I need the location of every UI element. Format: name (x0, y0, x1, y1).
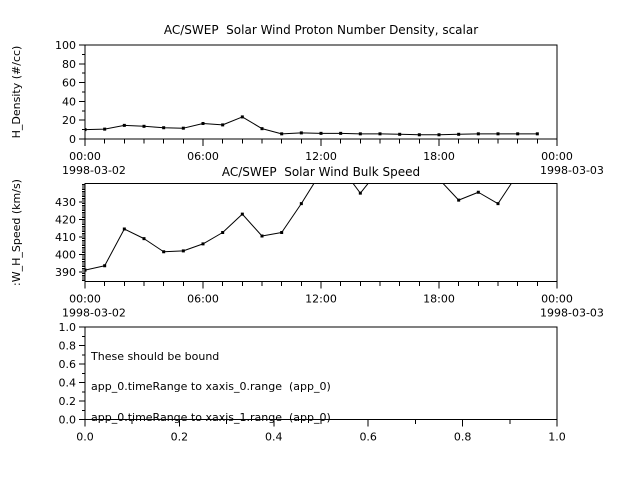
panel1-data-point (280, 132, 284, 136)
panel1-data-point (437, 133, 441, 137)
panel1-data-point (339, 131, 343, 135)
panel3-y-tick-label: 0.0 (59, 414, 77, 427)
panel1-y-axis-label: H_Density (#/cc) (10, 46, 23, 139)
panel2-data-point (457, 198, 461, 202)
panel1-x-tick-label: 12:00 (305, 150, 337, 163)
panel2-data-series (85, 183, 512, 272)
panel1-x-tick-label: 00:00 (541, 150, 573, 163)
binding-annotation-line3: app_0.timeRange to xaxis_1.range (app_0) (91, 411, 331, 425)
panel2-data-point (280, 231, 284, 234)
panel1-y-tick-label: 80 (62, 58, 76, 71)
panel1-data-point (319, 131, 323, 135)
panel1-data-point (260, 127, 264, 131)
panel2-data-point (496, 202, 500, 206)
panel1-data-line (85, 116, 538, 136)
panel1-title: AC/SWEP Solar Wind Proton Number Density… (163, 23, 479, 37)
panel1-data-point (122, 123, 126, 127)
panel1-data-point (398, 132, 402, 136)
panel2-data-point (142, 237, 146, 241)
panel2-data-point (299, 202, 303, 206)
panel2-data-point (201, 242, 205, 246)
panel3-x-tick-label: 0.6 (359, 431, 377, 444)
panel1-data-point (142, 124, 146, 128)
panel1-data-point (181, 126, 185, 130)
panel1-data-point (417, 133, 421, 137)
panel2-y-tick-label: 390 (55, 266, 76, 279)
panel2-y-axis-label: :W_H_Speed (km/s) (10, 179, 23, 286)
panel2-data-point (221, 231, 225, 234)
panel2-y-tick-label: 430 (55, 196, 76, 209)
panel3-y-tick-label: 0.8 (59, 340, 77, 353)
panel1-y-tick-label: 0 (69, 133, 76, 146)
panel1-data-point (378, 132, 382, 136)
binding-annotation-line1: These should be bound (91, 349, 220, 363)
panel1-y-tick-label: 100 (55, 39, 76, 52)
panel1-data-point (103, 127, 107, 131)
panel3-y-tick-label: 0.2 (59, 395, 77, 408)
panel1-data-point (457, 132, 461, 136)
panel1-data-point (516, 132, 520, 136)
panel1-x-tick-label: 00:00 (69, 150, 101, 163)
panel3-x-tick-label: 0.8 (454, 431, 472, 444)
panel3-y-tick-label: 0.4 (59, 377, 77, 390)
panel2-x-tick-label: 00:00 (69, 293, 101, 306)
panel2-data-line (85, 183, 512, 271)
panel1-data-point (299, 131, 303, 135)
panel3-x-tick-label: 1.0 (548, 431, 566, 444)
panel2-plot-area[interactable] (84, 183, 558, 282)
panel3-y-tick-label: 1.0 (59, 321, 77, 334)
panel2-y-tick-label: 420 (55, 213, 76, 226)
panel1-data-point (358, 132, 362, 136)
panel2-x-tick-label: 00:00 (541, 293, 573, 306)
panel2-data-point (162, 250, 166, 254)
panel1-x-tick-label: 06:00 (187, 150, 219, 163)
panel2-x-date-label: 1998-03-03 (540, 307, 604, 320)
panel2-x-date-label: 1998-03-02 (62, 307, 126, 320)
panel1-x-date-label: 1998-03-02 (62, 164, 126, 177)
panel1-data-point (162, 126, 166, 130)
panel1-y-tick-label: 20 (62, 114, 76, 127)
panel2-data-point (181, 249, 185, 253)
panel2-x-tick-label: 18:00 (423, 293, 455, 306)
panel2-x-tick-label: 12:00 (305, 293, 337, 306)
panel2-data-point (260, 234, 264, 238)
panel1-y-tick-label: 40 (62, 95, 76, 108)
panel3-x-tick-label: 0.2 (171, 431, 189, 444)
panel3-x-tick-label: 0.0 (76, 431, 94, 444)
panel2-title: AC/SWEP Solar Wind Bulk Speed (221, 165, 421, 179)
panel3-x-tick-label: 0.4 (265, 431, 283, 444)
panel2-data-point (122, 227, 126, 231)
panel1-plot-area[interactable] (84, 44, 558, 140)
panel2-data-point (85, 268, 87, 272)
panel1-x-date-label: 1998-03-03 (540, 164, 604, 177)
panel1-data-point (476, 132, 480, 136)
panel2-x-tick-label: 06:00 (187, 293, 219, 306)
panel1-y-tick-label: 60 (62, 77, 76, 90)
panel1-data-point (221, 123, 225, 127)
panel1-data-point (496, 132, 500, 136)
panel2-y-tick-label: 410 (55, 231, 76, 244)
panel1-x-tick-label: 18:00 (423, 150, 455, 163)
panel2-y-tick-label: 400 (55, 248, 76, 261)
panel1-data-point (85, 128, 87, 132)
panel3-y-tick-label: 0.6 (59, 358, 77, 371)
binding-annotation-line2: app_0.timeRange to xaxis_0.range (app_0) (91, 380, 331, 394)
panel2-data-point (240, 212, 244, 216)
panel1-data-point (535, 132, 539, 136)
binding-annotation: These should be bound app_0.timeRange to… (91, 331, 331, 444)
panel2-data-point (476, 190, 480, 194)
panel2-data-point (358, 191, 362, 195)
panel1-data-point (240, 115, 244, 119)
panel1-data-series (85, 115, 539, 137)
panel1-data-point (201, 121, 205, 125)
panel2-data-point (103, 264, 107, 268)
